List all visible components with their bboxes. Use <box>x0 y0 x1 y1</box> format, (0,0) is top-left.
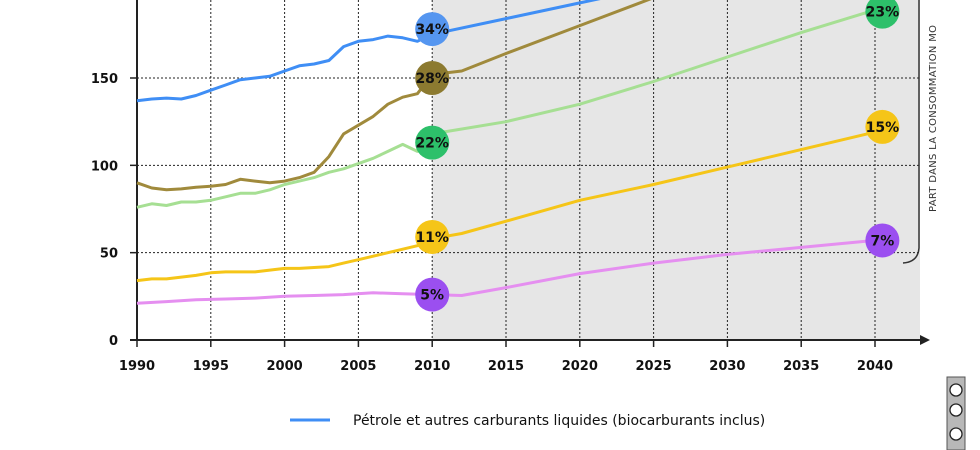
share-label-text: 11% <box>415 230 449 246</box>
nc-icon <box>949 427 963 441</box>
x-axis-arrow <box>920 335 930 345</box>
cc-icon <box>949 383 963 397</box>
by-icon <box>949 403 963 417</box>
share-label-text: 7% <box>870 233 894 249</box>
share-label-text: 34% <box>415 22 449 38</box>
share-label-circle <box>415 125 450 160</box>
x-tick-label: 2025 <box>636 359 672 374</box>
y-tick-label: 100 <box>91 159 118 174</box>
x-tick-label: 2000 <box>267 359 303 374</box>
x-tick-label: 2040 <box>857 359 893 374</box>
x-tick-label: 2010 <box>414 359 450 374</box>
x-tick-label: 1990 <box>119 359 155 374</box>
legend-label-petrole: Pétrole et autres carburants liquides (b… <box>353 413 765 429</box>
x-tick-label: 2015 <box>488 359 524 374</box>
share-label-circle <box>415 219 450 254</box>
share-label-circle <box>865 109 900 144</box>
x-tick-label: 2005 <box>340 359 376 374</box>
x-tick-label: 2030 <box>709 359 745 374</box>
y-tick-label: 150 <box>91 72 118 87</box>
series-line <box>136 238 876 305</box>
side-bracket <box>902 0 920 264</box>
share-label-circle <box>415 277 450 312</box>
series-line <box>136 130 876 283</box>
share-label-circle <box>415 12 450 47</box>
label-layer: 34% 28% 22% 23% 11% 15% 5% 7% <box>415 0 900 312</box>
y-tick-label: 0 <box>109 334 118 349</box>
grid-layer <box>137 0 920 340</box>
side-label: PART DANS LA CONSOMMATION MO <box>928 25 939 212</box>
x-tick-label: 2035 <box>783 359 819 374</box>
share-label-circle <box>865 0 900 29</box>
share-label-circle <box>865 223 900 258</box>
y-tick-label: 50 <box>100 247 118 262</box>
share-label-text: 15% <box>866 120 900 136</box>
x-tick-label: 2020 <box>562 359 598 374</box>
share-label-text: 22% <box>415 136 449 152</box>
share-label-text: 23% <box>866 5 900 21</box>
creative-commons-badge <box>946 376 966 450</box>
x-tick-label: 1995 <box>193 359 229 374</box>
projection-area <box>432 0 920 340</box>
share-label-circle <box>415 61 450 95</box>
series-line <box>136 8 876 209</box>
background-layer <box>432 0 920 340</box>
share-label-text: 5% <box>420 288 444 304</box>
axis-layer: 1990 1995 2000 2005 2010 2015 2020 2025 2030 2035… <box>91 0 930 374</box>
share-label-text: 28% <box>415 71 449 87</box>
